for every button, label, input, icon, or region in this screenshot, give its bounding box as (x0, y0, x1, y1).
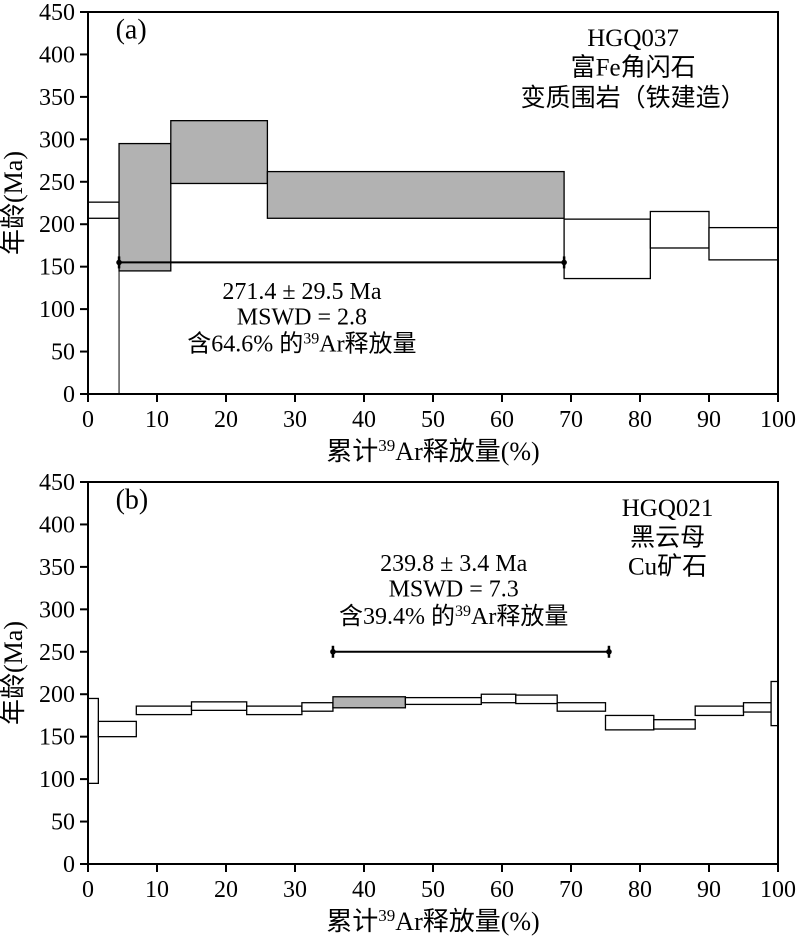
y-tick-label: 350 (39, 555, 75, 581)
y-axis-label: 年龄(Ma) (0, 151, 28, 255)
y-tick-label: 400 (39, 42, 75, 68)
age-step (770, 680, 779, 727)
plateau-bar-endpoint (116, 259, 122, 266)
age-step (563, 218, 651, 280)
plateau-bar-endpoint (561, 259, 567, 266)
age-step (301, 702, 334, 712)
y-tick-label: 250 (39, 170, 75, 196)
age-step (190, 701, 248, 712)
x-tick-label: 70 (559, 407, 583, 433)
y-tick-label: 150 (39, 255, 75, 281)
panel-label: (a) (116, 14, 147, 45)
mswd-text: MSWD = 7.3 (389, 577, 519, 603)
age-step (266, 170, 565, 219)
age-step (170, 120, 269, 185)
age-step (332, 696, 407, 709)
y-tick-label: 200 (39, 682, 75, 708)
x-axis-label: 累计39Ar释放量(%) (326, 906, 539, 936)
x-tick-label: 100 (760, 407, 796, 433)
x-tick-label: 90 (697, 877, 721, 903)
sample-info-line: 变质围岩（铁建造） (521, 84, 746, 112)
plateau-age-text: 239.8 ± 3.4 Ma (380, 551, 528, 577)
y-axis-label: 年龄(Ma) (0, 621, 28, 725)
x-tick-label: 30 (283, 877, 307, 903)
x-tick-label: 40 (352, 407, 376, 433)
y-tick-label: 300 (39, 127, 75, 153)
x-tick-label: 100 (760, 877, 796, 903)
age-step (604, 714, 655, 731)
y-tick-label: 150 (39, 725, 75, 751)
y-tick-label: 450 (39, 470, 75, 496)
plateau-age-text: 271.4 ± 29.5 Ma (222, 279, 382, 305)
age-step (87, 201, 120, 219)
y-tick-label: 350 (39, 85, 75, 111)
x-tick-label: 50 (421, 407, 445, 433)
y-tick-label: 50 (51, 810, 75, 836)
age-step (653, 719, 696, 730)
age-step (694, 705, 745, 717)
ar-release-text: 含64.6% 的39Ar释放量 (187, 331, 416, 358)
y-tick-label: 0 (63, 852, 75, 878)
x-tick-label: 60 (490, 407, 514, 433)
x-tick-label: 10 (145, 877, 169, 903)
sample-info-line: HGQ037 (587, 25, 679, 52)
age-spectrum-chart: 0 10 20 30 40 50 60 70 80 90 100 0 50 100 150 200 250 300… (0, 470, 796, 936)
ar-release-text: 含39.4% 的39Ar释放量 (339, 603, 568, 630)
age-step (708, 226, 779, 261)
panel-b: 0 10 20 30 40 50 60 70 80 90 100 0 50 100 150 200 250 300… (0, 470, 800, 940)
y-tick-label: 400 (39, 512, 75, 538)
panel-a: 0 10 20 30 40 50 60 70 80 90 100 0 50 100 150 200 250 300… (0, 0, 796, 466)
y-tick-label: 100 (39, 767, 75, 793)
sample-info-line: Cu矿石 (628, 553, 707, 581)
age-spectrum-chart-b: 0 10 20 30 40 50 60 70 80 90 100 0 50 100 150 200 250 300… (0, 470, 800, 940)
x-axis-label: 累计39Ar释放量(%) (326, 436, 539, 466)
age-step (480, 693, 517, 704)
sample-info-line: HGQ021 (622, 495, 714, 522)
x-tick-label: 40 (352, 877, 376, 903)
x-tick-label: 50 (421, 877, 445, 903)
x-tick-label: 70 (559, 877, 583, 903)
y-tick-label: 200 (39, 212, 75, 238)
age-step (649, 210, 710, 249)
sample-info-line: 黑云母 (630, 525, 705, 552)
age-step (404, 696, 482, 706)
x-tick-label: 80 (628, 877, 652, 903)
age-spectrum-chart-a: 0 10 20 30 40 50 60 70 80 90 100 0 50 100 150 200 250 300… (0, 0, 796, 466)
x-tick-label: 20 (214, 407, 238, 433)
x-tick-label: 10 (145, 407, 169, 433)
mswd-text: MSWD = 2.8 (237, 304, 367, 330)
age-step (515, 694, 558, 705)
y-tick-label: 450 (39, 0, 75, 26)
age-step (135, 705, 193, 716)
panel-label: (b) (116, 484, 149, 515)
y-tick-label: 250 (39, 640, 75, 666)
x-tick-label: 30 (283, 407, 307, 433)
age-step (97, 720, 137, 738)
x-tick-label: 20 (214, 877, 238, 903)
age-step (87, 697, 99, 785)
age-step (742, 702, 772, 713)
x-tick-label: 0 (82, 407, 94, 433)
y-tick-label: 50 (51, 340, 75, 366)
age-step (556, 702, 607, 712)
x-tick-label: 60 (490, 877, 514, 903)
sample-info-line: 富Fe角闪石 (571, 54, 696, 82)
x-tick-label: 0 (82, 877, 94, 903)
x-tick-label: 80 (628, 407, 652, 433)
y-tick-label: 300 (39, 597, 75, 623)
plateau-bar-endpoint (330, 648, 336, 655)
age-step (246, 705, 303, 716)
y-tick-label: 100 (39, 297, 75, 323)
age-step (118, 142, 172, 272)
age-spectrum-chart: 0 10 20 30 40 50 60 70 80 90 100 0 50 100 150 200 250 300… (0, 0, 796, 466)
y-tick-label: 0 (63, 382, 75, 408)
plateau-bar-endpoint (606, 648, 612, 655)
x-tick-label: 90 (697, 407, 721, 433)
